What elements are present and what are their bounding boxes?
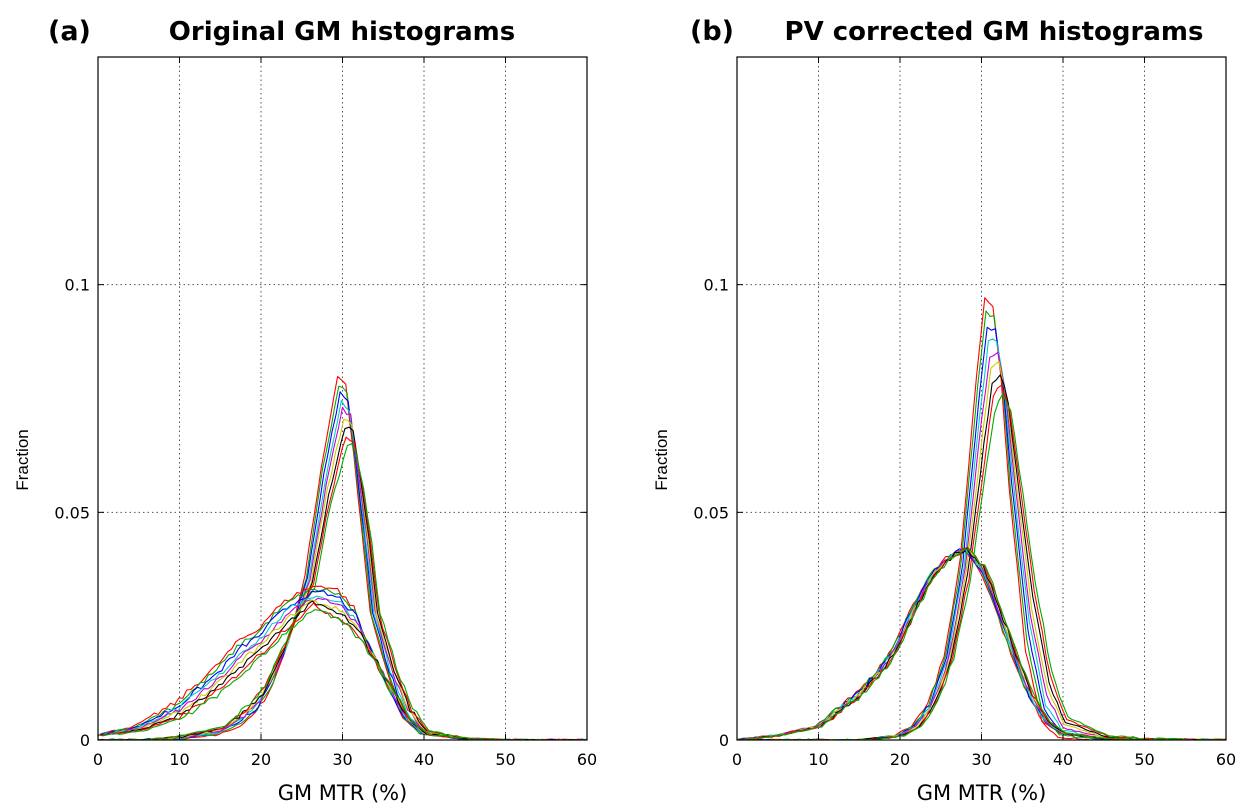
y-axis-title: Fraction [13,429,32,490]
curve-narrow-peak-2 [97,385,584,741]
curve-narrow-peak-7 [100,426,588,741]
curve-broad-curve-1 [97,585,583,741]
y-tick-label: 0.1 [65,276,90,295]
curve-narrow-peak-8 [101,436,588,741]
x-tick-label: 30 [971,750,991,769]
y-axis-title: Fraction [652,429,671,490]
curve-narrow-peak-3 [736,326,1224,741]
y-tick-label: 0 [80,731,90,750]
curve-narrow-peak-3 [97,391,585,741]
curve-narrow-peak-2 [736,310,1223,741]
curve-broad-curve-4 [737,548,1226,741]
curve-narrow-peak-6 [99,418,588,741]
panel-b: (b) PV corrected GM histograms 0 10 20 30 40 50… [652,16,1236,805]
curve-narrow-peak-1 [97,376,583,741]
curve-broad-curve-6 [737,549,1227,741]
y-tick-label: 0 [719,731,729,750]
panel-a: (a) Original GM histograms 0 10 20 30 40 50 60 0 0… [13,16,597,805]
x-tick-label: 10 [169,750,189,769]
panel-title: Original GM histograms [169,17,515,47]
x-tick-label: 60 [577,750,597,769]
x-tick-label: 0 [93,750,103,769]
curve-narrow-peak-5 [737,351,1227,741]
x-axis-title: GM MTR (%) [278,781,408,805]
x-tick-label: 20 [890,750,910,769]
curve-broad-curve-1 [736,549,1223,741]
curve-broad-curve-9 [102,609,588,741]
x-axis-title: GM MTR (%) [917,781,1047,805]
curve-broad-curve-2 [736,547,1224,741]
curve-narrow-peak-9 [102,443,588,741]
panel-title: PV corrected GM histograms [785,17,1204,47]
x-tick-label: 50 [495,750,515,769]
panel-letter: (b) [690,16,734,47]
x-tick-label: 40 [414,750,434,769]
y-tick-label: 0.1 [704,276,729,295]
curve-broad-curve-3 [736,548,1225,741]
panel-letter: (a) [48,16,91,47]
curve-narrow-peak-5 [98,406,587,741]
y-tick-label: 0.05 [54,503,90,522]
curve-broad-curve-3 [97,590,585,741]
curve-narrow-peak-8 [740,384,1227,741]
x-tick-label: 40 [1053,750,1073,769]
x-tick-label: 0 [732,750,742,769]
curve-broad-curve-5 [736,548,1227,741]
x-tick-label: 30 [332,750,352,769]
x-tick-label: 50 [1134,750,1154,769]
curve-narrow-peak-4 [737,338,1225,741]
x-tick-label: 60 [1216,750,1236,769]
x-tick-label: 10 [808,750,828,769]
y-tick-label: 0.05 [693,503,729,522]
x-tick-label: 20 [251,750,271,769]
